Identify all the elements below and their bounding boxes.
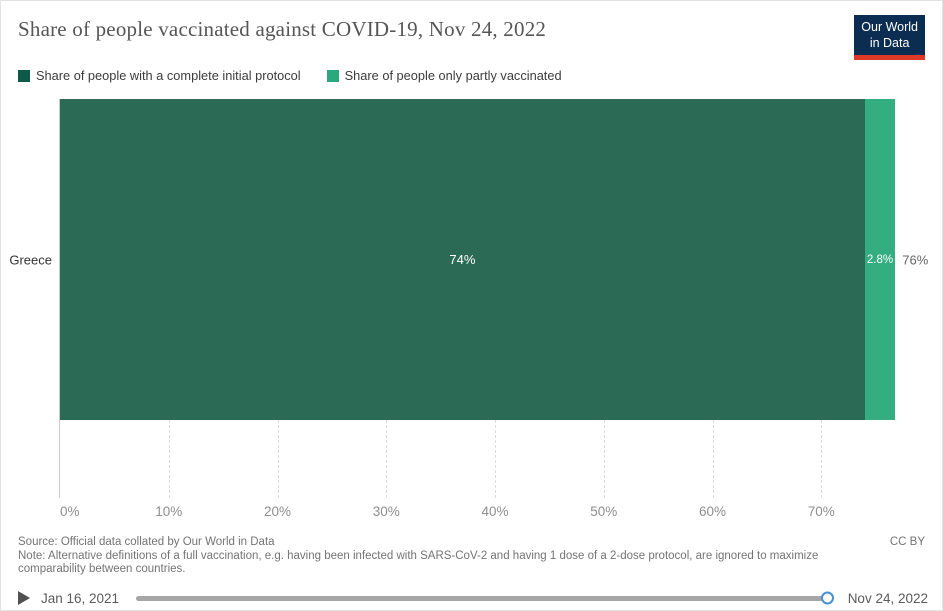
- legend: Share of people with a complete initial …: [18, 68, 562, 83]
- entity-label: Greece: [9, 252, 52, 267]
- footer: Source: Official data collated by Our Wo…: [18, 536, 863, 577]
- gridline: [603, 420, 605, 498]
- legend-item-partly-vaccinated[interactable]: Share of people only partly vaccinated: [326, 68, 562, 83]
- bar-row-greece: Greece 74% 2.8% 76%: [9, 99, 928, 420]
- gridline: [712, 420, 714, 498]
- gridline: [821, 420, 823, 498]
- x-tick-label: 10%: [155, 504, 183, 519]
- x-tick-label: 20%: [264, 504, 292, 519]
- source-text: Source: Official data collated by Our Wo…: [18, 536, 275, 548]
- bar-value-label: 2.8%: [866, 253, 894, 266]
- license-label[interactable]: CC BY: [889, 536, 925, 548]
- legend-label: Share of people only partly vaccinated: [344, 68, 562, 83]
- bar-segment-2[interactable]: 2.8%: [864, 99, 896, 420]
- legend-swatch-complete-protocol-icon: [18, 69, 30, 82]
- bar-total-label: 76%: [902, 252, 929, 267]
- x-tick-label: 30%: [372, 504, 400, 519]
- timeline-slider-handle[interactable]: [820, 591, 834, 605]
- note-text: Note: Alternative definitions of a full …: [18, 549, 819, 576]
- gridline: [495, 420, 497, 498]
- owid-logo-line2: in Data: [869, 36, 910, 51]
- owid-logo[interactable]: Our World in Data: [854, 15, 925, 60]
- x-tick-label: 40%: [481, 504, 509, 519]
- timeline-end-date: Nov 24, 2022: [847, 590, 928, 606]
- bar-value-label: 74%: [449, 252, 476, 267]
- x-tick-label: 60%: [699, 504, 727, 519]
- timeline-slider-track[interactable]: [136, 591, 834, 605]
- gridlines: [60, 420, 892, 498]
- gridline: [386, 420, 388, 498]
- legend-label: Share of people with a complete initial …: [36, 68, 301, 83]
- bar-segment-1[interactable]: 74%: [60, 99, 865, 420]
- chart-title: Share of people vaccinated against COVID…: [18, 17, 547, 41]
- gridline: [277, 420, 279, 498]
- x-axis-tick-labels: 0% 10% 20% 30% 40% 50% 60% 70%: [60, 504, 892, 522]
- x-tick-label: 50%: [590, 504, 618, 519]
- gridline: [168, 420, 170, 498]
- timeline: Jan 16, 2021 Nov 24, 2022: [18, 587, 928, 609]
- play-button[interactable]: [18, 591, 30, 605]
- owid-logo-line1: Our World: [861, 20, 918, 34]
- legend-swatch-partly-vaccinated-icon: [326, 69, 339, 82]
- y-axis-line: [59, 99, 60, 498]
- x-tick-label: 0%: [60, 504, 80, 519]
- x-tick-label: 70%: [807, 504, 835, 519]
- timeline-start-date: Jan 16, 2021: [41, 590, 120, 606]
- legend-item-complete-protocol[interactable]: Share of people with a complete initial …: [18, 68, 301, 83]
